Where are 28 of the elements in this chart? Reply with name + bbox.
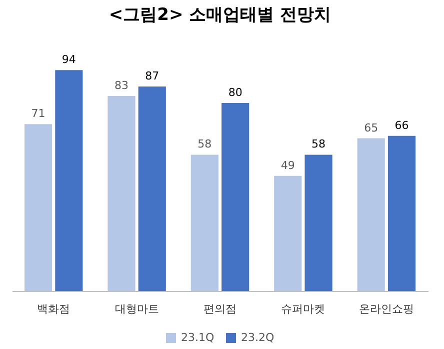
data-label: 58	[312, 138, 326, 151]
data-label: 66	[394, 118, 409, 132]
bar	[388, 136, 416, 291]
bar	[274, 176, 302, 291]
data-label: 94	[62, 53, 76, 66]
x-tick-label: 슈퍼마켓	[281, 302, 326, 316]
x-tick-label: 온라인쇼핑	[358, 302, 414, 316]
bar	[190, 154, 218, 291]
bar	[138, 86, 166, 291]
data-label: 71	[31, 107, 46, 120]
chart-title: <그림2> 소매업태별 전망치	[108, 5, 332, 26]
data-label: 87	[145, 70, 160, 83]
legend-label: 23.2Q	[241, 331, 274, 344]
bar	[24, 124, 52, 291]
data-label: 65	[364, 121, 378, 134]
x-tick-label: 백화점	[37, 302, 70, 316]
data-label: 58	[198, 138, 212, 151]
x-tick-label: 대형마트	[114, 302, 159, 316]
data-label: 80	[228, 86, 242, 99]
x-tick-label: 편의점	[204, 302, 236, 316]
data-label: 83	[114, 78, 128, 92]
data-label: 49	[280, 158, 295, 172]
bar	[304, 154, 332, 291]
bar	[55, 70, 83, 291]
bar	[222, 103, 250, 291]
legend-label: 23.1Q	[181, 331, 214, 344]
bar	[108, 96, 136, 291]
bar	[357, 138, 385, 291]
